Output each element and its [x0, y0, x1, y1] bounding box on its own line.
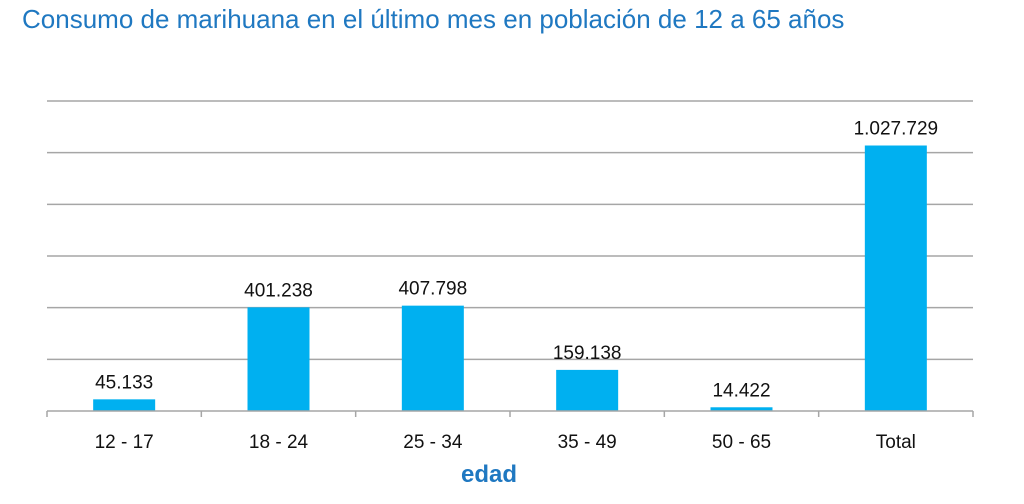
data-label-1: 45.133	[95, 372, 153, 393]
bar-6	[864, 145, 927, 411]
x-tick-label-2: 18 - 24	[249, 432, 309, 453]
data-label-2: 401.238	[244, 280, 313, 301]
x-tick-label-4: 35 - 49	[558, 432, 617, 453]
gridlines	[47, 100, 973, 361]
bar-4	[556, 369, 619, 411]
bars	[93, 145, 927, 411]
bar-3	[401, 305, 464, 411]
x-axis-label: edad	[461, 461, 517, 488]
data-label-4: 159.138	[553, 343, 622, 364]
bar-2	[247, 307, 310, 411]
data-label-5: 14.422	[712, 380, 770, 401]
data-label-3: 407.798	[398, 279, 467, 300]
bar-5	[710, 407, 773, 411]
bar-1	[93, 399, 156, 411]
data-label-6: 1.027.729	[854, 119, 939, 140]
x-tick-label-3: 25 - 34	[403, 432, 463, 453]
x-tick-label-1: 12 - 17	[95, 432, 154, 453]
chart-title: Consumo de marihuana en el último mes en…	[22, 4, 845, 34]
x-tick-label-6: Total	[876, 432, 916, 453]
data-labels: 45.133 401.238 407.798 159.138 14.422 1.027.7…	[95, 119, 938, 402]
x-tick-labels: 12 - 17 18 - 24 25 - 34 35 - 49 50 - 65 Total	[95, 432, 916, 453]
x-axis	[46, 410, 974, 417]
x-tick-label-5: 50 - 65	[712, 432, 771, 453]
